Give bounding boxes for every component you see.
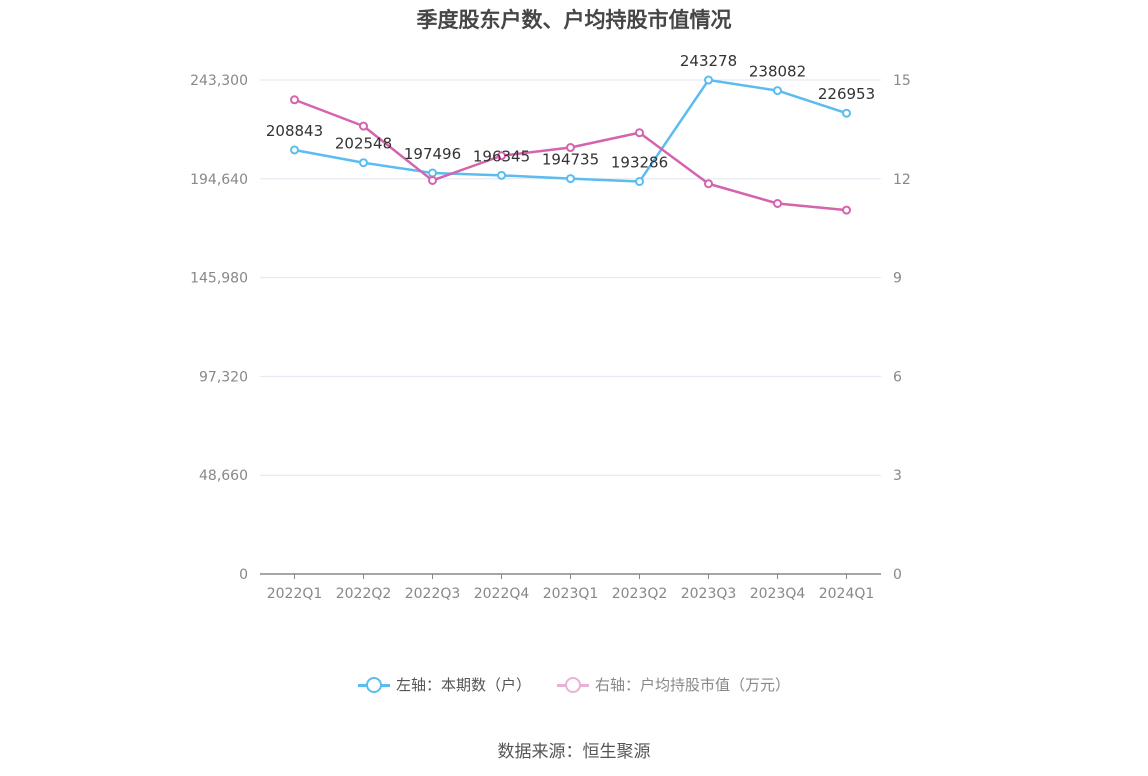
data-point-left [290,145,299,155]
data-point-left [635,177,644,187]
right-axis-tick-label: 9 [893,271,902,287]
data-label: 194735 [542,151,599,169]
data-label: 196345 [473,147,530,165]
axes: 0 0 48,660 3 97,320 6 145,980 9 194,640 12 243,300… [190,73,911,602]
left-axis-tick-label: 48,660 [199,468,248,484]
data-label: 197496 [404,145,461,163]
chart-title: 季度股东户数、户均持股市值情况 [416,8,732,32]
right-axis-tick-label: 0 [893,567,902,583]
data-point-left [359,158,368,168]
legend: 左轴：本期数（户） 右轴：户均持股市值（万元） [0,674,1148,695]
data-point-left [842,108,851,118]
data-point-right [290,95,299,105]
data-label: 238082 [749,63,806,81]
data-point-right [497,151,506,161]
left-axis-tick-label: 97,320 [199,369,248,385]
x-axis-tick-label: 2023Q4 [750,586,806,602]
data-point-left [428,168,437,178]
right-axis-tick-label: 3 [893,468,902,484]
data-label: 243278 [680,52,737,70]
left-axis-tick-label: 243,300 [190,73,248,89]
data-labels: 208843 202548 197496 196345 194735 193286 2432… [266,52,875,172]
data-point-left [497,170,506,180]
line-chart: 0 0 48,660 3 97,320 6 145,980 9 194,640 12 243,300… [190,52,911,602]
data-label: 202548 [335,135,392,153]
data-point-right [566,143,575,153]
data-label: 193286 [611,154,668,172]
data-label: 226953 [818,85,875,103]
x-axis-tick-label: 2022Q4 [474,586,530,602]
data-point-left [566,174,575,184]
data-point-right [704,179,713,189]
series-points [290,75,851,215]
x-axis-tick-label: 2022Q1 [267,586,323,602]
x-axis-tick-label: 2022Q3 [405,586,461,602]
legend-label-right: 右轴：户均持股市值（万元） [595,676,791,694]
x-axis-tick-label: 2023Q1 [543,586,599,602]
data-point-right [773,199,782,208]
data-point-right [428,175,437,185]
x-axis-tick-label: 2024Q1 [819,586,875,602]
data-point-right [635,128,644,138]
right-axis-tick-label: 12 [893,172,911,188]
x-axis-tick-label: 2022Q2 [336,586,392,602]
legend-dot-right [565,676,581,693]
data-point-left [773,86,782,96]
x-axis-tick-label: 2023Q3 [681,586,737,602]
legend-item-right-series[interactable]: 右轴：户均持股市值（万元） [557,674,790,695]
x-axis-tick-label: 2023Q2 [612,586,668,602]
legend-swatch-left [357,675,390,695]
legend-label-left: 左轴：本期数（户） [395,676,531,694]
data-label: 208843 [266,122,323,140]
left-axis-tick-label: 0 [239,567,248,583]
data-point-right [359,121,368,131]
data-point-left [704,75,713,85]
left-axis-tick-label: 194,640 [190,172,248,188]
data-point-right [842,205,851,215]
legend-swatch-right [557,675,589,695]
data-source: 数据来源：恒生聚源 [497,742,651,762]
legend-dot-left [365,676,382,693]
right-axis-tick-label: 6 [893,369,902,385]
right-axis-tick-label: 15 [893,73,911,89]
legend-item-left-series[interactable]: 左轴：本期数（户） [357,674,531,695]
left-axis-tick-label: 145,980 [190,271,248,287]
